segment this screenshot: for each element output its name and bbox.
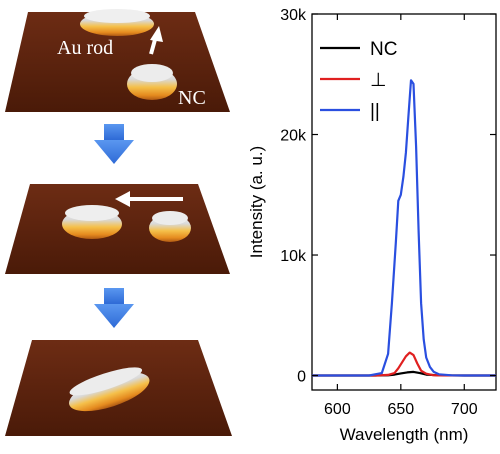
- au-rod-particle: [62, 205, 122, 239]
- y-tick-label: 0: [297, 369, 306, 386]
- series-line-1: [312, 351, 496, 377]
- dimer-particle: [69, 367, 150, 412]
- series-line-2: [312, 79, 496, 377]
- afm-panel-1: Au rod NC: [5, 9, 230, 112]
- nc-particle: [149, 211, 191, 242]
- x-tick-label: 700: [451, 401, 478, 418]
- nc-label: NC: [178, 87, 206, 109]
- legend: NC ⊥ ||: [320, 39, 397, 122]
- au-rod-particle: [80, 9, 154, 36]
- y-tick-label: 30k: [280, 7, 307, 24]
- legend-label: NC: [370, 39, 397, 60]
- afm-sequence: Au rod NC: [5, 9, 232, 436]
- x-tick-label: 650: [387, 401, 414, 418]
- nc-particle: [127, 64, 177, 100]
- plot-area: [311, 13, 497, 391]
- x-tick-label: 600: [324, 401, 351, 418]
- sequence-arrow-icon: [94, 288, 134, 328]
- up-arrow-icon: [149, 26, 163, 55]
- y-tick-label: 20k: [280, 128, 307, 145]
- left-arrow-icon: [115, 191, 183, 207]
- sequence-arrow-icon: [94, 124, 134, 164]
- y-axis-label: Intensity (a. u.): [247, 146, 266, 258]
- au-rod-label: Au rod: [57, 37, 113, 59]
- legend-label: ||: [370, 101, 380, 122]
- legend-label: ⊥: [370, 70, 387, 91]
- afm-panel-2: [5, 184, 230, 274]
- x-axis-label: Wavelength (nm): [340, 425, 469, 444]
- spectrum-chart: 600 650 700 0 10k 20k 30k NC ⊥ || Intensity (a.…: [247, 7, 497, 444]
- afm-panel-3: [5, 340, 232, 436]
- y-tick-label: 10k: [280, 248, 307, 265]
